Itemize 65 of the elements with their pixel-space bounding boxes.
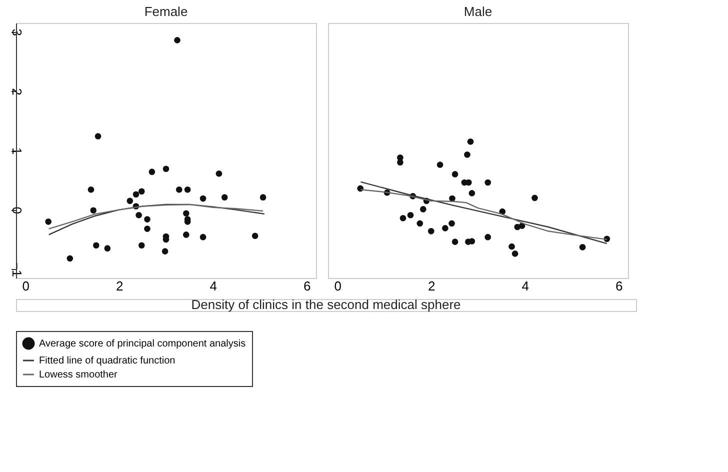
point <box>66 255 74 262</box>
point <box>126 198 134 204</box>
point <box>448 220 455 227</box>
point <box>484 179 492 186</box>
point <box>104 245 111 252</box>
point <box>407 212 414 218</box>
point <box>442 225 448 232</box>
line-series <box>48 204 264 230</box>
x-tick-label: 2 <box>428 278 436 294</box>
point <box>221 194 228 201</box>
point <box>397 159 404 166</box>
x-tick-label: 2 <box>116 278 124 294</box>
point <box>465 179 472 186</box>
point <box>464 151 470 158</box>
legend-label: Fitted line of quadratic function <box>39 356 176 366</box>
point <box>184 186 191 193</box>
point <box>452 238 458 245</box>
point <box>252 232 258 240</box>
x-tick-label: 6 <box>304 278 311 294</box>
point <box>484 234 492 240</box>
point <box>182 232 190 238</box>
point <box>467 138 474 145</box>
point <box>579 244 586 250</box>
x-tick-label: 6 <box>616 278 623 294</box>
point <box>216 170 222 177</box>
point <box>132 191 140 198</box>
point <box>182 210 190 217</box>
point <box>45 218 52 225</box>
point <box>420 206 426 212</box>
point <box>144 216 150 222</box>
point <box>532 194 538 202</box>
point <box>90 207 97 214</box>
point <box>88 186 94 193</box>
x-tick-label: 0 <box>334 278 342 294</box>
x-tick-label: 4 <box>522 278 529 294</box>
point <box>138 188 145 195</box>
point <box>400 214 406 222</box>
legend-label: Average score of principal component analysis <box>39 338 246 350</box>
x-axis-title: Density of clinics in the second medical sphere <box>191 297 461 312</box>
point <box>508 243 515 250</box>
legend-label: Lowess smoother <box>39 370 118 380</box>
point <box>468 238 476 244</box>
point <box>138 242 145 249</box>
chart-title: Female <box>144 4 188 19</box>
point <box>176 186 182 193</box>
point <box>260 194 266 201</box>
point <box>148 168 156 176</box>
point <box>162 248 168 254</box>
chart-title: Male <box>464 4 492 19</box>
point <box>174 37 180 44</box>
point <box>94 133 102 140</box>
x-tick-label: 4 <box>210 278 217 294</box>
point <box>144 226 150 232</box>
point <box>468 190 476 196</box>
point <box>512 250 518 257</box>
point <box>200 234 206 240</box>
point <box>136 212 142 218</box>
point <box>416 220 424 227</box>
point <box>452 171 458 178</box>
point <box>92 242 100 249</box>
point <box>162 166 170 172</box>
point <box>200 195 206 202</box>
point <box>449 195 456 202</box>
point <box>428 228 434 234</box>
point <box>436 162 444 168</box>
